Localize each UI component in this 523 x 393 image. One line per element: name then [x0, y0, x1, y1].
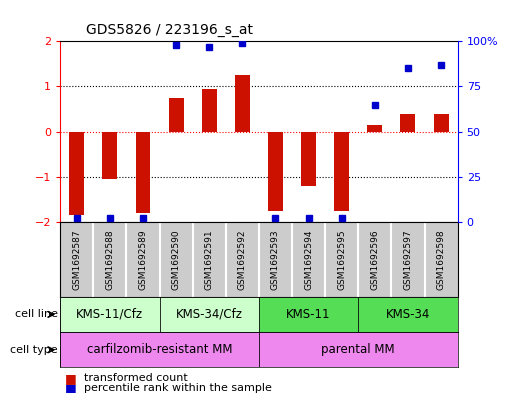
Bar — [103, 132, 117, 179]
Bar — [60, 332, 259, 367]
Text: GSM1692592: GSM1692592 — [238, 229, 247, 290]
Text: KMS-34: KMS-34 — [386, 308, 430, 321]
Text: ■: ■ — [65, 371, 77, 385]
Text: GSM1692597: GSM1692597 — [403, 229, 413, 290]
Bar — [334, 132, 349, 211]
Bar — [259, 332, 458, 367]
Text: cell type: cell type — [10, 345, 58, 355]
Text: KMS-11: KMS-11 — [286, 308, 331, 321]
Text: GSM1692598: GSM1692598 — [437, 229, 446, 290]
Bar — [60, 297, 160, 332]
Text: GSM1692594: GSM1692594 — [304, 229, 313, 290]
Text: KMS-34/Cfz: KMS-34/Cfz — [176, 308, 243, 321]
Text: percentile rank within the sample: percentile rank within the sample — [84, 383, 271, 393]
Text: GSM1692596: GSM1692596 — [370, 229, 379, 290]
Text: cell line: cell line — [15, 309, 58, 320]
Bar — [202, 89, 217, 132]
Bar — [168, 98, 184, 132]
Bar — [259, 297, 358, 332]
Text: GSM1692587: GSM1692587 — [72, 229, 81, 290]
Bar — [235, 75, 250, 132]
Text: GDS5826 / 223196_s_at: GDS5826 / 223196_s_at — [86, 23, 253, 37]
Bar — [358, 297, 458, 332]
Bar — [434, 114, 449, 132]
Text: GSM1692588: GSM1692588 — [105, 229, 115, 290]
Text: parental MM: parental MM — [322, 343, 395, 356]
Bar — [367, 125, 382, 132]
Bar — [135, 132, 151, 213]
Text: carfilzomib-resistant MM: carfilzomib-resistant MM — [87, 343, 232, 356]
Bar — [401, 114, 415, 132]
Bar — [69, 132, 84, 215]
Text: GSM1692593: GSM1692593 — [271, 229, 280, 290]
Bar — [301, 132, 316, 186]
Text: transformed count: transformed count — [84, 373, 187, 383]
Text: ■: ■ — [65, 382, 77, 393]
Bar — [160, 297, 259, 332]
Text: GSM1692589: GSM1692589 — [139, 229, 147, 290]
Text: GSM1692591: GSM1692591 — [204, 229, 214, 290]
Text: GSM1692595: GSM1692595 — [337, 229, 346, 290]
Text: GSM1692590: GSM1692590 — [172, 229, 180, 290]
Bar — [268, 132, 283, 211]
Text: KMS-11/Cfz: KMS-11/Cfz — [76, 308, 143, 321]
